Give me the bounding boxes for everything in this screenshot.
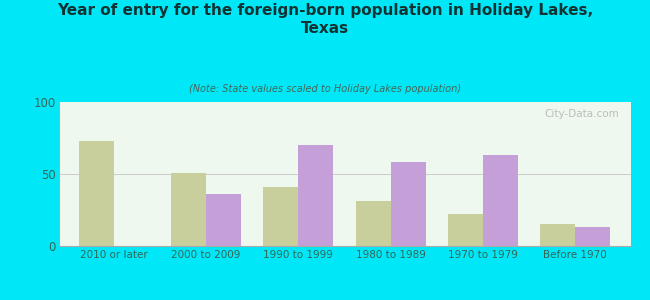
Bar	[448, 214, 483, 246]
Bar	[483, 155, 518, 246]
Bar	[298, 145, 333, 246]
Bar	[263, 187, 298, 246]
Text: (Note: State values scaled to Holiday Lakes population): (Note: State values scaled to Holiday La…	[189, 84, 461, 94]
Bar	[171, 172, 206, 246]
Bar	[575, 227, 610, 246]
Text: Year of entry for the foreign-born population in Holiday Lakes,
Texas: Year of entry for the foreign-born popul…	[57, 3, 593, 36]
Bar	[356, 201, 391, 246]
Bar	[206, 194, 241, 246]
Bar	[79, 141, 114, 246]
Bar	[540, 224, 575, 246]
Bar	[391, 163, 426, 246]
Text: City-Data.com: City-Data.com	[544, 109, 619, 119]
